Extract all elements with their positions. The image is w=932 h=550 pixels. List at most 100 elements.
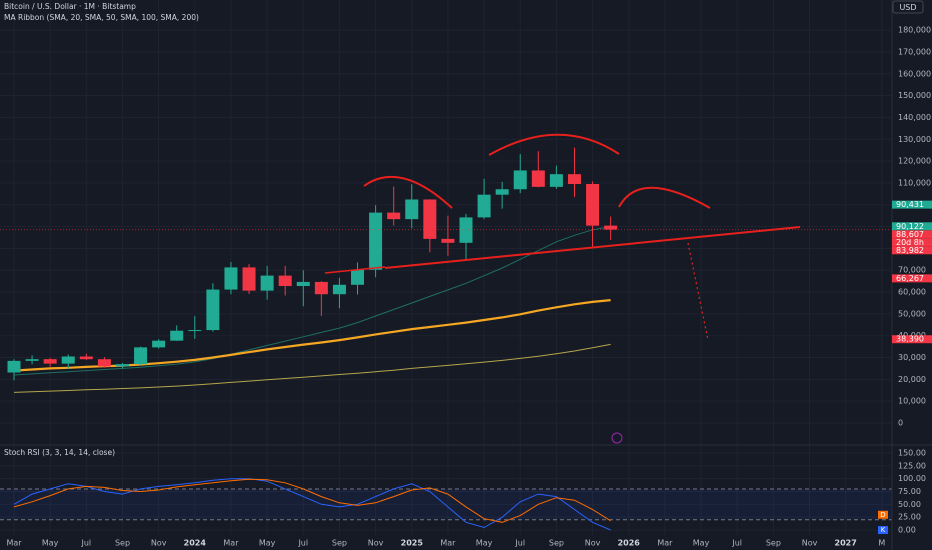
moving-average: [13, 299, 611, 372]
candle-body: [188, 330, 202, 332]
candle-body: [513, 170, 527, 190]
series-tag: [878, 526, 888, 535]
candle-body: [423, 199, 437, 239]
event-icon[interactable]: [611, 432, 623, 444]
candle-body: [369, 212, 383, 270]
x-tick-label: Nov: [585, 539, 601, 548]
x-tick-label: Jul: [80, 539, 91, 548]
plot: [0, 147, 892, 531]
candle-body: [115, 364, 129, 367]
y-tick-label: 180,000: [898, 26, 931, 35]
x-tick-label: Sep: [766, 539, 781, 548]
price-label: 88,607: [896, 230, 924, 239]
candle-body: [405, 199, 419, 220]
candle-body: [134, 347, 148, 365]
band-fill: [0, 488, 892, 520]
candle-body: [43, 359, 57, 364]
y-tick-label: 160,000: [898, 69, 931, 78]
x-tick-label: Mar: [657, 539, 673, 548]
symbol-title: Bitcoin / U.S. Dollar · 1M · Bitstamp: [4, 2, 136, 11]
candle-body: [97, 359, 111, 367]
candle-body: [332, 284, 346, 295]
x-tick-label: 2027: [835, 539, 857, 548]
y-tick-label: 120,000: [898, 157, 931, 166]
y-tick-label: 130,000: [898, 135, 931, 144]
left-shoulder-arc: [363, 175, 453, 209]
y-tick-label: 170,000: [898, 47, 931, 56]
x-tick-label: Sep: [115, 539, 130, 548]
candle-body: [242, 267, 256, 291]
stoch-line: [13, 478, 611, 523]
stoch-title: Stoch RSI (3, 3, 14, 14, close): [4, 448, 115, 457]
x-tick-label: Sep: [549, 539, 564, 548]
price-label: 90,431: [896, 200, 924, 209]
candle-body: [278, 275, 292, 287]
stoch-line: [13, 478, 611, 531]
candle-body: [604, 225, 618, 230]
currency-button[interactable]: [892, 0, 924, 14]
x-tick-label: May: [42, 539, 59, 548]
legend-label: K: [881, 526, 886, 534]
candle-body: [7, 360, 21, 373]
price-label-box: [892, 230, 932, 239]
y-tick-label: 0.00: [898, 526, 916, 535]
candle-body: [25, 359, 39, 361]
moving-average: [13, 226, 611, 376]
x-tick-label: 2026: [618, 539, 641, 548]
y-tick-label: 70,000: [898, 266, 926, 275]
x-tick-label: Nov: [151, 539, 167, 548]
candle-body: [586, 183, 600, 226]
price-label-box: [892, 200, 932, 209]
candle-body: [296, 281, 310, 287]
x-tick-label: May: [693, 539, 710, 548]
grid: [0, 0, 892, 535]
countdown: 20d 8h: [896, 238, 924, 247]
price-label-box: [892, 222, 932, 231]
head-arc: [488, 133, 620, 156]
candle-body: [495, 189, 509, 195]
y-tick-label: 50,000: [898, 309, 926, 318]
y-tick-label: 60,000: [898, 288, 926, 297]
annotations: [324, 133, 801, 341]
x-tick-label: May: [259, 539, 276, 548]
x-tick-label: Mar: [6, 539, 22, 548]
price-label: 38,390: [896, 335, 924, 344]
series-tag: [878, 510, 888, 519]
price-label: 83,982: [896, 246, 924, 255]
candle-body: [567, 174, 581, 184]
currency[interactable]: USD: [899, 3, 916, 12]
legend-label: D: [880, 511, 885, 519]
x-tick-label: Jul: [731, 539, 742, 548]
x-tick-label: Jul: [297, 539, 308, 548]
x-tick-label: Sep: [332, 539, 347, 548]
candle-body: [351, 269, 365, 285]
neckline-start: [324, 266, 386, 274]
candle-body: [152, 340, 166, 348]
right-shoulder-arc: [618, 186, 711, 209]
candle-body: [441, 238, 455, 243]
candle-body: [477, 194, 491, 218]
price-label-box: [892, 246, 932, 255]
x-tick-label: Mar: [440, 539, 456, 548]
target-projection: [687, 242, 709, 341]
indicator-title: MA Ribbon (SMA, 20, SMA, 50, SMA, 100, S…: [4, 13, 199, 22]
y-tick-label: 110,000: [898, 178, 931, 187]
y-tick-label: 0: [898, 418, 903, 427]
y-tick-label: 125.00: [898, 461, 926, 470]
price-label: 66,267: [896, 274, 924, 283]
candle-body: [260, 275, 274, 291]
candle-body: [224, 267, 238, 290]
price-label-box: [892, 335, 932, 344]
x-tick-label: M: [878, 539, 885, 548]
y-tick-label: 150.00: [898, 449, 926, 458]
candle-body: [79, 356, 93, 360]
x-tick-label: Nov: [368, 539, 384, 548]
x-tick-label: May: [476, 539, 493, 548]
candle-body: [61, 356, 75, 364]
neckline: [384, 226, 801, 269]
moving-average: [13, 343, 611, 393]
y-tick-label: 75.00: [898, 487, 921, 496]
candle-body: [170, 330, 184, 341]
y-tick-label: 25.00: [898, 513, 921, 522]
